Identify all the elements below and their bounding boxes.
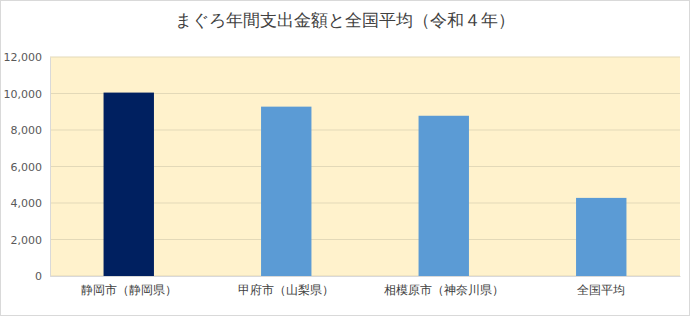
y-tick: 4,000: [11, 197, 51, 210]
y-tick: 10,000: [4, 88, 51, 101]
x-axis: 静岡市（静岡県） 甲府市（山梨県） 相模原市（神奈川県） 全国平均: [51, 276, 681, 297]
y-tick-label: 12,000: [4, 51, 43, 64]
y-tick-label: 8,000: [11, 124, 43, 137]
chart: まぐろ年間支出金額と全国平均（令和４年） 0 2,000 4,000 6,000 8,00…: [0, 0, 690, 316]
bar: [104, 93, 154, 276]
y-tick: 0: [35, 270, 50, 283]
x-tick-label: 相模原市（神奈川県）: [384, 283, 504, 297]
x-tick-label: 甲府市（山梨県）: [238, 283, 334, 297]
y-tick: 12,000: [4, 51, 51, 64]
bar: [576, 198, 626, 276]
grid: [50, 57, 680, 276]
y-tick-label: 10,000: [4, 88, 43, 101]
x-axis-line: [51, 276, 681, 277]
x-tick: 相模原市（神奈川県）: [384, 276, 504, 297]
bar: [419, 116, 469, 276]
y-axis-line: [50, 58, 51, 277]
y-tick: 6,000: [11, 161, 51, 174]
plot-background: [50, 57, 680, 276]
x-tick-label: 静岡市（静岡県）: [81, 283, 177, 297]
x-tick: 静岡市（静岡県）: [81, 276, 177, 297]
y-axis: 0 2,000 4,000 6,000 8,000 10,000 12,000: [4, 51, 51, 283]
y-tick-label: 2,000: [11, 234, 43, 247]
x-tick-label: 全国平均: [577, 283, 625, 297]
bars: [104, 93, 627, 276]
y-tick-label: 6,000: [11, 161, 43, 174]
y-tick-label: 4,000: [11, 197, 43, 210]
title: まぐろ年間支出金額と全国平均（令和４年）: [175, 10, 515, 30]
bar: [261, 107, 311, 276]
x-tick: 全国平均: [577, 276, 625, 297]
plot: 0 2,000 4,000 6,000 8,000 10,000 12,000 静岡市（静岡県…: [4, 51, 681, 297]
y-tick: 2,000: [11, 234, 51, 247]
x-tick: 甲府市（山梨県）: [238, 276, 334, 297]
chart-border: [1, 1, 690, 316]
y-tick-label: 0: [35, 270, 42, 283]
grid-line: [50, 57, 680, 58]
y-tick: 8,000: [11, 124, 51, 137]
